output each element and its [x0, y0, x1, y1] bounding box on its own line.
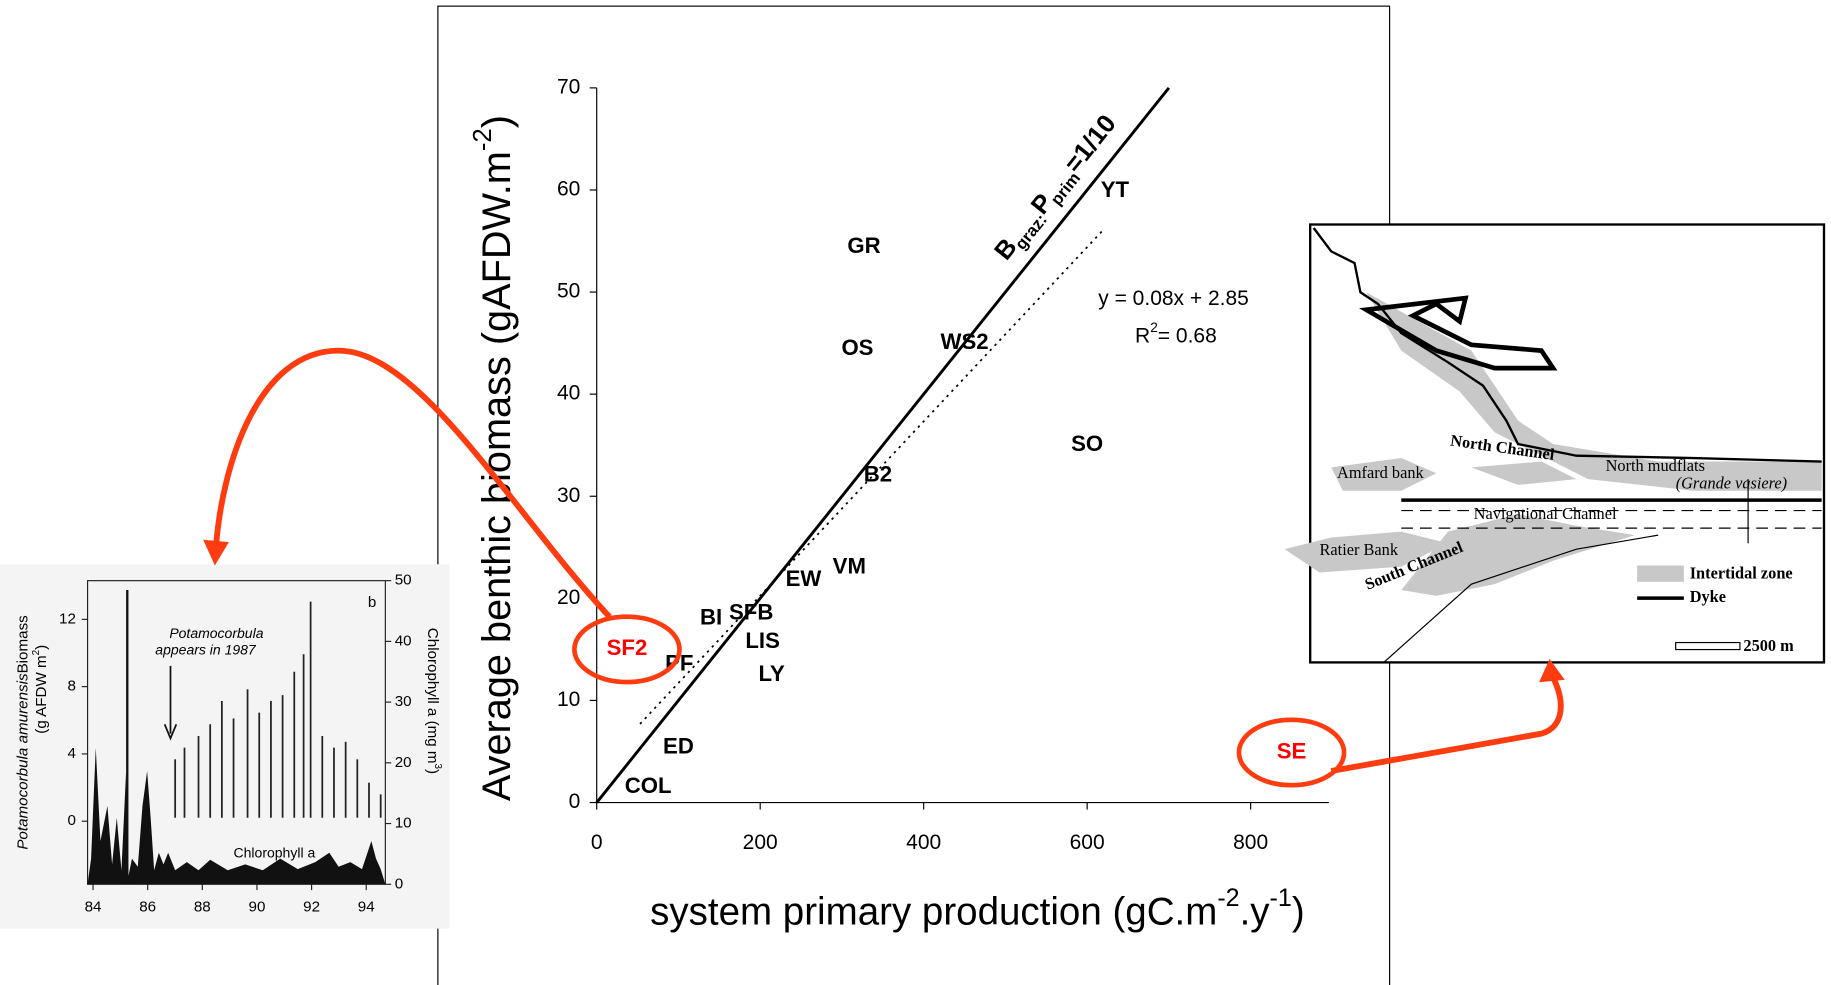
r-squared: R2= 0.68	[1135, 320, 1217, 347]
inset-x-tick-label: 84	[85, 899, 102, 916]
y-tick-label: 70	[557, 75, 580, 98]
point-label: SO	[1071, 431, 1103, 456]
point-label: YT	[1101, 177, 1130, 202]
text-part: Chlorophyll a (mg m	[424, 628, 441, 764]
text-part: )	[424, 769, 441, 774]
inset-y2-title: Chlorophyll a (mg m3)	[424, 628, 443, 774]
inset-y2-tick-label: 50	[395, 572, 412, 589]
x-tick-label: 200	[743, 831, 778, 854]
script-text: 2	[31, 650, 42, 655]
inset-y2-tick-label: 0	[395, 875, 403, 892]
script-text: 2	[1150, 320, 1158, 335]
text-part: .y	[1240, 891, 1271, 934]
slide: 0102030405060700200400600800system prima…	[0, 0, 1831, 985]
map-label: Ratier Bank	[1320, 540, 1399, 559]
point-label: LY	[758, 661, 785, 686]
inset-annotation: Potamocorbula	[169, 625, 263, 641]
inset-y-unit: (g AFDW m2)	[31, 645, 50, 734]
point-label: WS2	[941, 329, 989, 354]
text-part: system primary production (gC.m	[650, 891, 1217, 934]
text-part: Potamocorbula amurensis	[14, 673, 31, 850]
inset-panel-label: b	[368, 594, 376, 611]
text-part: )	[1292, 891, 1305, 934]
map-frame	[1310, 225, 1824, 663]
script-text: -2	[469, 128, 497, 151]
map-label: (Grande vasiere)	[1676, 474, 1787, 493]
y-tick-label: 10	[557, 688, 580, 711]
text-part: )	[33, 645, 50, 650]
legend-swatch	[1637, 565, 1684, 581]
inset-y2-tick-label: 10	[395, 815, 412, 832]
point-label: BI	[700, 605, 722, 630]
biomass-spike	[126, 590, 128, 884]
text-part: Biomass	[14, 615, 31, 674]
map-legend-label: Intertidal zone	[1690, 564, 1793, 583]
point-label: ED	[663, 733, 694, 758]
text-part: R	[1135, 324, 1150, 347]
x-tick-label: 800	[1233, 831, 1268, 854]
point-label: B2	[864, 462, 892, 487]
y-tick-label: 40	[557, 382, 580, 405]
x-tick-label: 0	[591, 831, 603, 854]
script-text: -1	[1270, 884, 1292, 912]
inset-y-title: Potamocorbula amurensisBiomass	[14, 615, 31, 850]
point-label: SF2	[607, 635, 648, 660]
inset-annotation: appears in 1987	[155, 641, 257, 657]
point-label: VM	[833, 554, 866, 579]
x-axis-title: system primary production (gC.m-2.y-1)	[650, 884, 1305, 934]
inset-y-tick-label: 8	[67, 678, 75, 695]
inset-y-tick-label: 4	[67, 745, 75, 762]
map-scale-label: 2500 m	[1743, 636, 1794, 655]
script-text: -2	[1217, 884, 1239, 912]
point-label: OS	[841, 335, 873, 360]
time-series-inset: 84 86 88 90 92 94 0 4 8 12 0 10 20 30 40 50 Potamocorbul…	[0, 564, 450, 928]
inset-y2-tick-label: 20	[395, 754, 412, 771]
point-label: SE	[1277, 738, 1307, 763]
text-part: (g AFDW m	[33, 655, 50, 733]
inset-y2-tick-label: 30	[395, 693, 412, 710]
inset-y-tick-label: 12	[59, 610, 76, 627]
point-label: GR	[847, 233, 880, 258]
x-tick-label: 400	[906, 831, 941, 854]
x-tick-label: 600	[1070, 831, 1105, 854]
text-part: )	[475, 115, 519, 128]
inset-x-tick-label: 86	[139, 899, 156, 916]
map-legend-label: Dyke	[1690, 587, 1726, 606]
point-label: EW	[786, 566, 822, 591]
point-label: COL	[625, 773, 672, 798]
inset-x-tick-label: 90	[249, 899, 266, 916]
inset-series-label: Chlorophyll a	[234, 845, 316, 861]
y-tick-label: 50	[557, 280, 580, 303]
inset-y2-tick-label: 40	[395, 632, 412, 649]
equation: y = 0.08x + 2.85	[1098, 287, 1249, 310]
y-tick-label: 60	[557, 178, 580, 201]
inset-x-tick-label: 92	[303, 899, 320, 916]
point-label: SFB	[729, 600, 773, 625]
map-label: North mudflats	[1606, 456, 1705, 475]
point-label: LIS	[745, 628, 779, 653]
y-tick-label: 20	[557, 586, 580, 609]
inset-x-tick-label: 88	[194, 899, 211, 916]
y-tick-label: 0	[569, 790, 581, 813]
map-label: Navigational Channel	[1474, 504, 1617, 523]
y-tick-label: 30	[557, 484, 580, 507]
inset-y-tick-label: 0	[67, 812, 75, 829]
text-part: = 0.68	[1158, 324, 1217, 347]
map-label: Amfard bank	[1337, 463, 1424, 482]
inset-x-tick-label: 94	[358, 899, 375, 916]
